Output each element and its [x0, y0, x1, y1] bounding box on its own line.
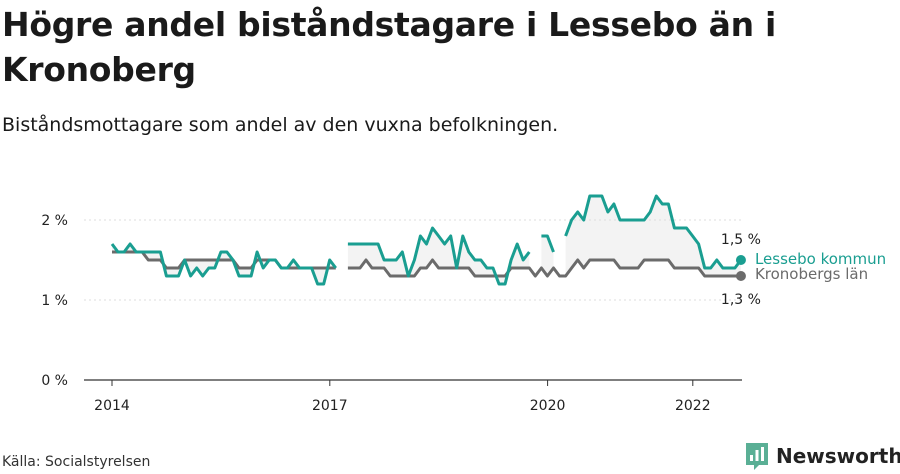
difference-band [565, 196, 741, 276]
difference-band [112, 244, 336, 284]
kronoberg-series-label: Kronobergs län [755, 265, 868, 283]
brand-name: Newsworthy [776, 444, 900, 468]
lessebo-end-marker [735, 255, 746, 265]
difference-band [347, 228, 530, 284]
lessebo-line [110, 194, 743, 286]
kronoberg-end-marker [735, 271, 746, 281]
lessebo-series-label: Lessebo kommun [755, 250, 886, 268]
newsworthy-logo-icon [746, 443, 768, 470]
newsworthy-brand[interactable]: Newsworthy [744, 441, 900, 471]
source-note: Källa: Socialstyrelsen [2, 454, 151, 470]
x-tick-label: 2014 [94, 398, 130, 414]
chart-subtitle: Biståndsmottagare som andel av den vuxna… [2, 114, 559, 136]
kronoberg-value-label: 1,3 % [721, 292, 761, 308]
x-tick-label: 2022 [675, 398, 711, 414]
y-tick-label: 2 % [41, 213, 68, 229]
chart-title: Högre andel biståndstagare i Lessebo än … [2, 5, 776, 89]
y-tick-label: 0 % [41, 373, 68, 389]
x-tick-label: 2020 [530, 398, 566, 414]
lessebo-value-label: 1,5 % [721, 232, 761, 248]
y-tick-label: 1 % [41, 293, 68, 309]
x-tick-label: 2017 [312, 398, 348, 414]
